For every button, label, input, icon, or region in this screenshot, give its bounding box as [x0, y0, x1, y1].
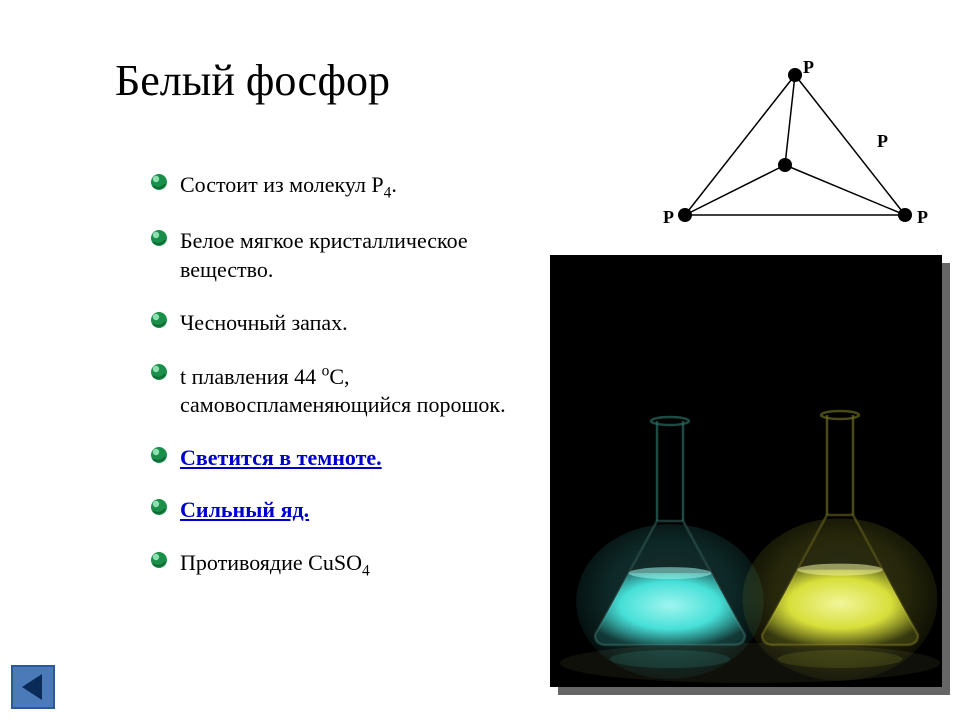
- bullet-icon: [150, 173, 168, 191]
- diagram-node: [778, 158, 792, 172]
- bullet-list: Состоит из молекул Р4. Белое мягкое крис…: [110, 171, 520, 605]
- bullet-item: Противоядие CuSO4: [150, 549, 520, 581]
- diagram-edge: [685, 75, 795, 215]
- bullet-text: Светится в темноте.: [180, 445, 382, 470]
- bullet-item: Сильный яд.: [150, 496, 520, 525]
- glow-photo: [550, 255, 942, 687]
- bullet-text: Белое мягкое кристаллическое вещество.: [180, 228, 468, 282]
- bullet-item: Белое мягкое кристаллическое вещество.: [150, 227, 520, 284]
- bullet-icon: [150, 551, 168, 569]
- glow-svg: [550, 255, 942, 687]
- bullet-item: t плавления 44 оС, самовоспламеняющийся …: [150, 361, 520, 420]
- diagram-node-label: P: [663, 207, 674, 227]
- photo-wrap: [550, 255, 950, 695]
- molecule-diagram: P P P P: [645, 55, 945, 255]
- prev-button[interactable]: [10, 664, 56, 710]
- diagram-edge: [795, 75, 905, 215]
- diagram-node: [678, 208, 692, 222]
- prev-arrow-icon: [10, 664, 56, 710]
- bullet-icon: [150, 498, 168, 516]
- diagram-edge: [785, 75, 795, 165]
- bullet-text: Чесночный запах.: [180, 310, 348, 335]
- bullet-icon: [150, 311, 168, 329]
- bullet-text: t плавления 44 оС, самовоспламеняющийся …: [180, 364, 506, 418]
- bullet-icon: [150, 363, 168, 381]
- slide: Белый фосфор Состоит из молекул Р4. Бело…: [0, 0, 960, 720]
- bullet-item: Чесночный запах.: [150, 309, 520, 338]
- diagram-node: [788, 68, 802, 82]
- bullet-item: Светится в темноте.: [150, 444, 520, 473]
- bullet-item: Состоит из молекул Р4.: [150, 171, 520, 203]
- diagram-node-label: P: [917, 207, 928, 227]
- diagram-edge: [785, 165, 905, 215]
- bullet-text: Сильный яд.: [180, 497, 309, 522]
- bullet-icon: [150, 446, 168, 464]
- diagram-edge: [685, 165, 785, 215]
- bullet-text: Состоит из молекул Р4.: [180, 172, 397, 197]
- diagram-node-label: P: [877, 131, 888, 151]
- bullet-icon: [150, 229, 168, 247]
- diagram-node: [898, 208, 912, 222]
- diagram-node-label: P: [803, 57, 814, 77]
- page-title: Белый фосфор: [115, 55, 390, 106]
- bullet-text: Противоядие CuSO4: [180, 550, 370, 575]
